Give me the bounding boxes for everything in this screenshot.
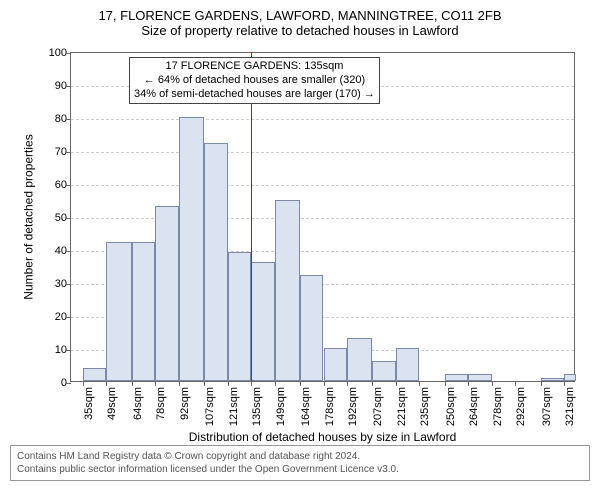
- x-axis-label: Distribution of detached houses by size …: [70, 430, 575, 444]
- y-tick-mark: [66, 317, 71, 318]
- footer-line2: Contains public sector information licen…: [17, 463, 583, 476]
- histogram-bar: [251, 262, 275, 381]
- annotation-line3: 34% of semi-detached houses are larger (…: [134, 88, 375, 102]
- histogram-bar: [347, 338, 372, 381]
- x-tick-label: 307sqm: [541, 387, 553, 426]
- x-tick-label: 135sqm: [251, 387, 263, 426]
- x-tick-mark: [347, 381, 348, 386]
- x-tick-label: 49sqm: [106, 387, 118, 420]
- x-tick-mark: [132, 381, 133, 386]
- y-axis-label: Number of detached properties: [22, 52, 36, 382]
- x-tick-label: 278sqm: [492, 387, 504, 426]
- histogram-bar: [541, 378, 565, 381]
- histogram-bar: [179, 117, 204, 381]
- chart-title-line1: 17, FLORENCE GARDENS, LAWFORD, MANNINGTR…: [10, 8, 590, 23]
- y-tick-mark: [66, 251, 71, 252]
- histogram-bar: [228, 252, 252, 381]
- y-tick-label: 100: [49, 47, 67, 59]
- y-tick-mark: [66, 350, 71, 351]
- chart-title-line2: Size of property relative to detached ho…: [10, 23, 590, 38]
- x-tick-mark: [275, 381, 276, 386]
- chart-container: 17, FLORENCE GARDENS, LAWFORD, MANNINGTR…: [10, 8, 590, 448]
- x-tick-label: 321sqm: [564, 387, 576, 426]
- x-tick-label: 164sqm: [300, 387, 312, 426]
- x-tick-label: 35sqm: [83, 387, 95, 420]
- x-tick-mark: [564, 381, 565, 386]
- x-tick-label: 221sqm: [396, 387, 408, 426]
- x-tick-mark: [372, 381, 373, 386]
- x-tick-mark: [419, 381, 420, 386]
- x-tick-mark: [204, 381, 205, 386]
- x-tick-label: 235sqm: [419, 387, 431, 426]
- gridline: [71, 218, 574, 219]
- x-tick-label: 250sqm: [445, 387, 457, 426]
- y-tick-mark: [66, 119, 71, 120]
- gridline: [71, 185, 574, 186]
- x-tick-mark: [251, 381, 252, 386]
- x-tick-mark: [155, 381, 156, 386]
- x-tick-mark: [106, 381, 107, 386]
- y-tick-mark: [66, 53, 71, 54]
- x-tick-mark: [445, 381, 446, 386]
- x-tick-mark: [300, 381, 301, 386]
- histogram-bar: [372, 361, 396, 381]
- x-tick-label: 192sqm: [347, 387, 359, 426]
- y-tick-mark: [66, 185, 71, 186]
- histogram-bar: [83, 368, 107, 381]
- x-tick-mark: [228, 381, 229, 386]
- histogram-bar: [324, 348, 348, 381]
- histogram-bar: [300, 275, 324, 381]
- y-tick-mark: [66, 86, 71, 87]
- histogram-bar: [445, 374, 469, 381]
- y-tick-mark: [66, 284, 71, 285]
- histogram-bar: [106, 242, 131, 381]
- footer-attribution: Contains HM Land Registry data © Crown c…: [10, 445, 590, 481]
- annotation-line1: 17 FLORENCE GARDENS: 135sqm: [134, 60, 375, 74]
- x-tick-mark: [179, 381, 180, 386]
- x-tick-label: 149sqm: [275, 387, 287, 426]
- x-tick-label: 64sqm: [132, 387, 144, 420]
- x-tick-label: 207sqm: [372, 387, 384, 426]
- x-tick-mark: [492, 381, 493, 386]
- histogram-bar: [396, 348, 420, 381]
- histogram-bar: [468, 374, 492, 381]
- x-tick-label: 264sqm: [468, 387, 480, 426]
- x-tick-mark: [515, 381, 516, 386]
- histogram-bar: [155, 206, 179, 381]
- histogram-bar: [564, 374, 576, 381]
- x-tick-mark: [468, 381, 469, 386]
- x-tick-mark: [396, 381, 397, 386]
- histogram-bar: [132, 242, 156, 381]
- x-tick-label: 107sqm: [204, 387, 216, 426]
- gridline: [71, 119, 574, 120]
- x-tick-label: 121sqm: [228, 387, 240, 426]
- x-tick-label: 178sqm: [324, 387, 336, 426]
- histogram-bar: [275, 200, 300, 382]
- y-tick-mark: [66, 218, 71, 219]
- annotation-box: 17 FLORENCE GARDENS: 135sqm ← 64% of det…: [129, 57, 380, 104]
- x-tick-mark: [83, 381, 84, 386]
- y-tick-mark: [66, 383, 71, 384]
- y-tick-mark: [66, 152, 71, 153]
- footer-line1: Contains HM Land Registry data © Crown c…: [17, 450, 583, 463]
- x-tick-mark: [324, 381, 325, 386]
- annotation-line2: ← 64% of detached houses are smaller (32…: [134, 74, 375, 88]
- plot-area: 010203040506070809010035sqm49sqm64sqm78s…: [70, 52, 575, 382]
- x-tick-label: 292sqm: [515, 387, 527, 426]
- x-tick-label: 92sqm: [179, 387, 191, 420]
- histogram-bar: [204, 143, 228, 381]
- x-tick-label: 78sqm: [155, 387, 167, 420]
- x-tick-mark: [541, 381, 542, 386]
- gridline: [71, 152, 574, 153]
